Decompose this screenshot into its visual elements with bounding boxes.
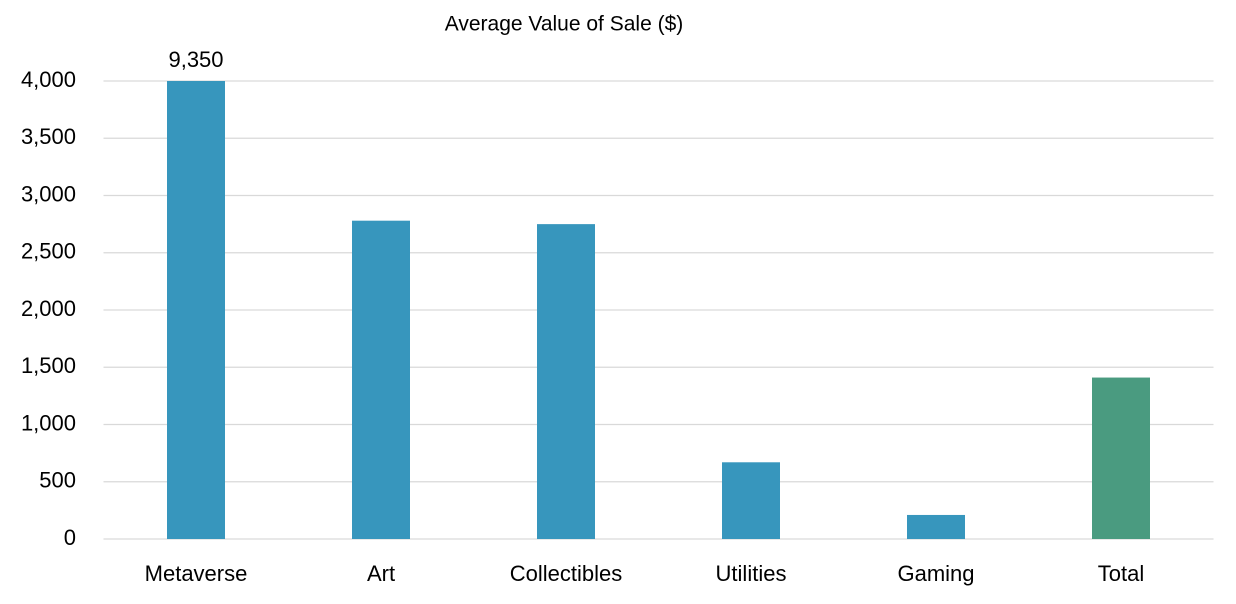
y-tick-label: 4,000 bbox=[21, 67, 76, 92]
x-tick-label: Metaverse bbox=[145, 561, 248, 586]
bar bbox=[1092, 377, 1150, 539]
y-tick-label: 3,500 bbox=[21, 124, 76, 149]
x-tick-label: Art bbox=[367, 561, 395, 586]
y-tick-label: 1,500 bbox=[21, 353, 76, 378]
bar bbox=[907, 514, 965, 539]
y-tick-label: 1,000 bbox=[21, 410, 76, 435]
x-tick-label: Utilities bbox=[716, 561, 787, 586]
y-tick-label: 0 bbox=[64, 525, 76, 550]
y-tick-label: 2,000 bbox=[21, 296, 76, 321]
y-tick-label: 500 bbox=[39, 468, 76, 493]
x-tick-label: Total bbox=[1098, 561, 1144, 586]
y-tick-label: 2,500 bbox=[21, 239, 76, 264]
chart-title: Average Value of Sale ($) bbox=[445, 13, 684, 36]
y-tick-label: 3,000 bbox=[21, 181, 76, 206]
bar bbox=[167, 81, 225, 539]
x-tick-label: Gaming bbox=[897, 561, 974, 586]
bar bbox=[352, 220, 410, 539]
x-tick-label: Collectibles bbox=[510, 561, 623, 586]
plot-area bbox=[167, 81, 1150, 539]
data-label: 9,350 bbox=[168, 47, 223, 72]
bar bbox=[537, 224, 595, 539]
bar bbox=[722, 462, 780, 539]
